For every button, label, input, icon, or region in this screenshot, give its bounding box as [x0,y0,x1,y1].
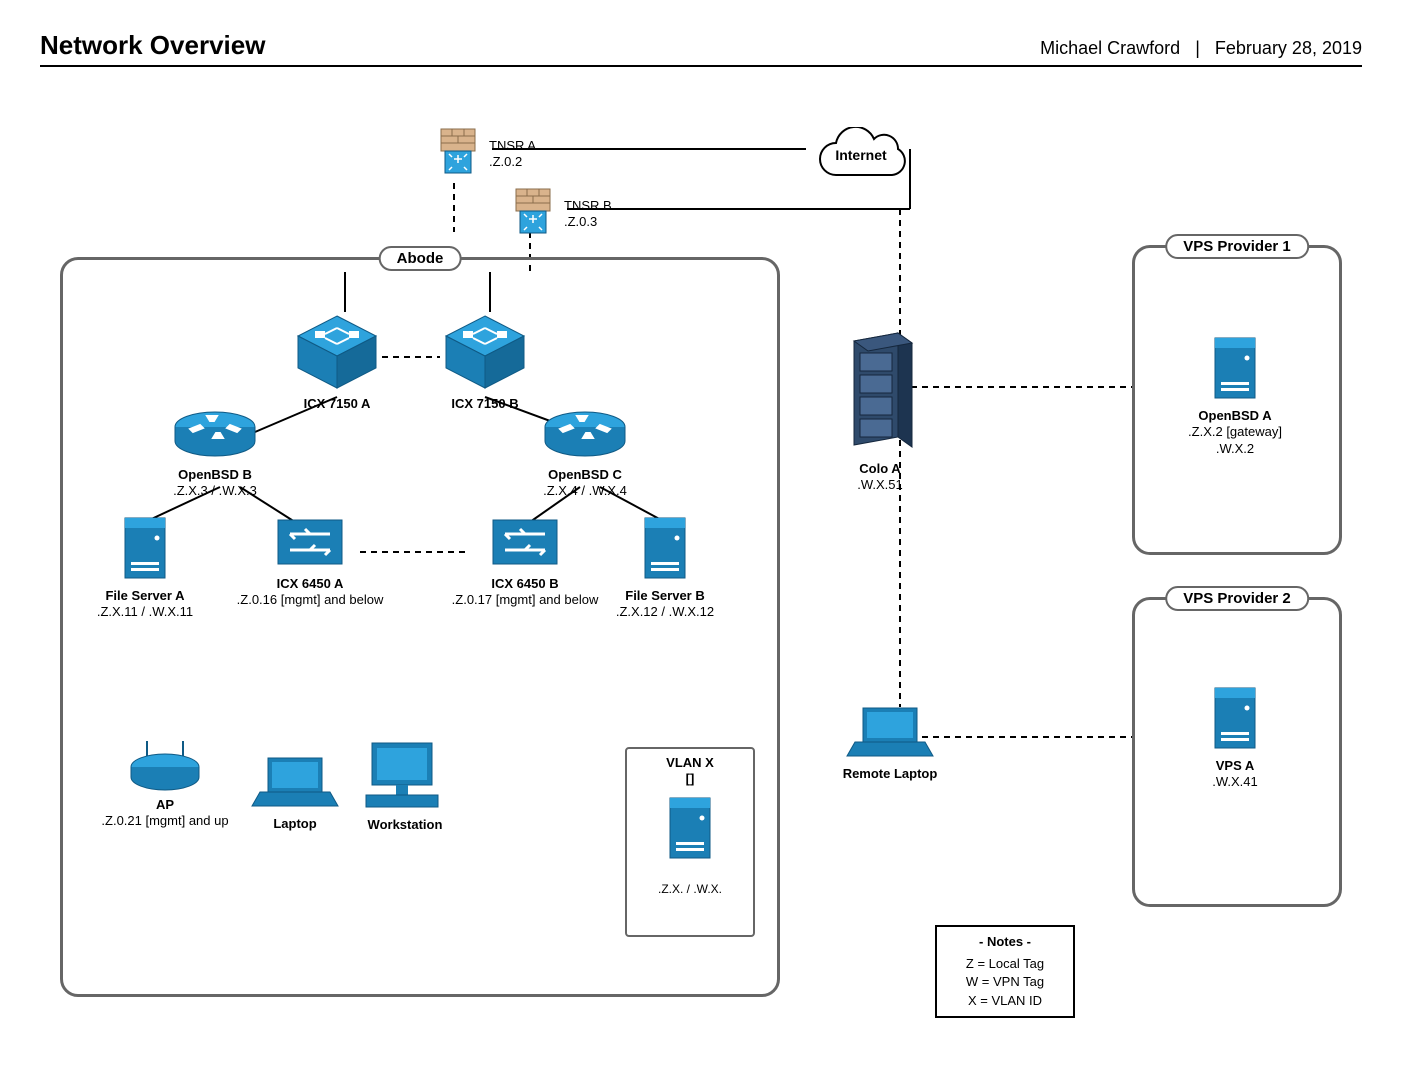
node-remote_laptop: Remote Laptop [830,702,950,782]
node-vps1_srv: OpenBSD A.Z.X.2 [gateway].W.X.2 [1180,332,1290,457]
firewall-icon [435,127,481,177]
laptop-icon [830,702,950,762]
ap-icon [95,737,235,793]
vps-icon [1180,332,1290,404]
switch-icon [230,512,390,572]
laptop-icon [250,752,340,812]
notes-box: - Notes - Z = Local TagW = VPN TagX = VLA… [935,925,1075,1018]
notes-line: X = VLAN ID [951,992,1059,1010]
router-icon [530,407,640,463]
meta-separator: | [1195,38,1200,58]
node-l3sw_a: ICX 7150 A [292,312,382,412]
node-ap: AP.Z.0.21 [mgmt] and up [95,737,235,830]
node-laptop: Laptop [250,752,340,832]
region-title-vps2: VPS Provider 2 [1165,586,1309,611]
node-sw_a: ICX 6450 A.Z.0.16 [mgmt] and below [230,512,390,609]
node-vps2_srv: VPS A.W.X.41 [1180,682,1290,791]
node-router_b: OpenBSD B.Z.X.3 / .W.X.3 [160,407,270,500]
page-title: Network Overview [40,30,265,61]
firewall-fw-b: TNSR B.Z.0.3 [510,187,630,237]
author: Michael Crawford [1040,38,1180,58]
l3switch-icon [292,312,382,392]
region-title-abode: Abode [379,246,462,271]
vlan-box: VLAN X[] .Z.X. / .W.X. [625,747,755,937]
server-icon [605,512,725,584]
node-l3sw_b: ICX 7150 B [440,312,530,412]
region-title-vps1: VPS Provider 1 [1165,234,1309,259]
internet-cloud: Internet [806,127,916,192]
switch-icon [445,512,605,572]
notes-line: W = VPN Tag [951,973,1059,991]
page-meta: Michael Crawford | February 28, 2019 [1040,38,1362,59]
firewall-icon [510,187,556,237]
node-colo: Colo A.W.X.51 [830,327,930,494]
node-ws: Workstation [355,737,455,833]
router-icon [160,407,270,463]
server-icon [85,512,205,584]
date: February 28, 2019 [1215,38,1362,58]
vlan-header: VLAN X[] [627,755,753,786]
node-fs_a: File Server A.Z.X.11 / .W.X.11 [85,512,205,621]
notes-title: - Notes - [951,933,1059,951]
workstation-icon [355,737,455,813]
node-fs_b: File Server B.Z.X.12 / .W.X.12 [605,512,725,621]
rack-icon [830,327,930,457]
node-sw_b: ICX 6450 B.Z.0.17 [mgmt] and below [445,512,605,609]
notes-line: Z = Local Tag [951,955,1059,973]
vlan-sublabel: .Z.X. / .W.X. [627,868,753,896]
node-router_c: OpenBSD C.Z.X.4 / .W.X.4 [530,407,640,500]
vps-icon [627,792,753,864]
firewall-fw-a: TNSR A.Z.0.2 [435,127,555,177]
l3switch-icon [440,312,530,392]
vps-icon [1180,682,1290,754]
